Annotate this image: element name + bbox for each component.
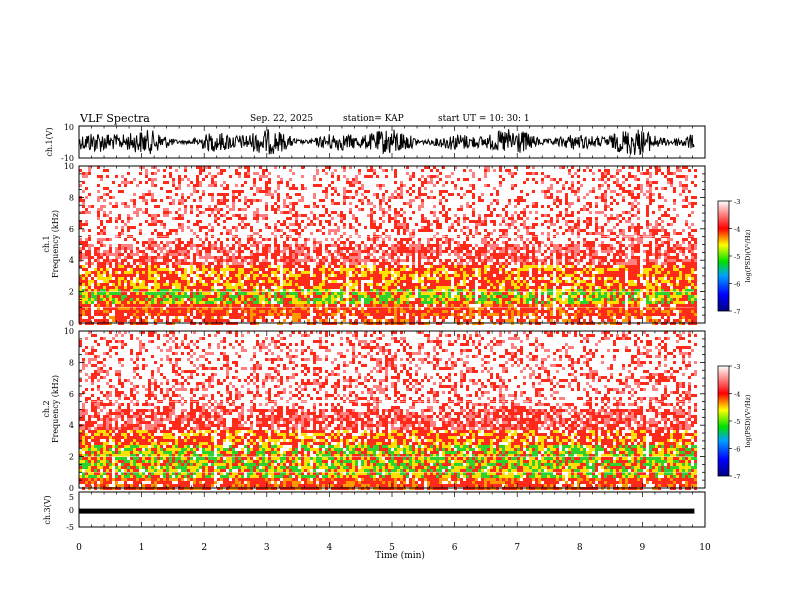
ch1-ylabel: ch.1(V) [45,127,54,156]
colorbar-tick-label: -3 [734,198,740,206]
freq-tick-label: 2 [69,453,74,462]
ch1-spectrogram-image [79,166,697,325]
freq-tick-label: 0 [69,484,74,493]
station-label: station= KAP [343,114,404,124]
start-time-label: start UT = 10: 30: 1 [438,114,530,124]
freq-tick-label: 8 [69,193,74,202]
ch2-spectrogram-panel: 0 2 4 6 8 10 ch.2 Frequency (kHz) [42,327,706,493]
freq-tick-label: 6 [69,390,74,399]
ch1-ytick-top: 10 [64,123,74,132]
freq-tick-label: 0 [69,319,74,328]
x-tick-label: 3 [264,543,270,553]
colorbar-tick-label: -4 [734,391,740,399]
x-tick-label: 7 [514,543,520,553]
ch2-colorbar: -3 -4 -5 -6 -7 log(PSD)(V²/Hz) [717,363,752,481]
ch1-spectro-ylabel-top: ch.1 [42,235,51,252]
ch1-colorbar: -3 -4 -5 -6 -7 log(PSD)(V²/Hz) [717,198,752,316]
ch1-spectro-ylabel: Frequency (kHz) [51,210,60,278]
colorbar-tick-label: -3 [734,363,740,371]
ch1-spectrogram-panel: 0 2 4 6 8 10 ch.1 Frequency (kHz) [42,162,706,328]
ch2-spectrogram-image [79,331,697,490]
freq-tick-label: 10 [64,327,74,336]
x-tick-label: 0 [76,543,82,553]
x-tick-label: 4 [327,543,333,553]
ch3-trace [79,508,695,514]
ch1-colorbar-scale [717,200,730,312]
date-label: Sep. 22, 2025 [250,114,314,124]
colorbar-tick-label: -7 [734,308,740,316]
colorbar-tick-label: -5 [734,418,740,426]
x-tick-label: 1 [139,543,145,553]
ch3-panel: 5 0 -5 ch.3(V) 0 1 2 3 4 5 6 7 8 9 10 Time (min) [43,126,711,561]
freq-tick-label: 8 [69,358,74,367]
x-tick-label: 8 [577,543,583,553]
colorbar-tick-label: -4 [734,226,740,234]
x-tick-label: 10 [699,543,711,553]
ch2-spectro-ylabel-top: ch.2 [42,400,51,417]
figure-title: VLF Spectra [80,112,150,125]
ch3-ytick-bottom: -5 [66,523,74,532]
ch2-spectro-ylabel: Frequency (kHz) [51,375,60,443]
ch2-colorbar-label: log(PSD)(V²/Hz) [744,394,752,447]
freq-tick-label: 4 [69,421,74,430]
x-axis: 0 1 2 3 4 5 6 7 8 9 10 [76,126,711,553]
ch2-colorbar-scale [717,365,730,477]
freq-tick-label: 6 [69,225,74,234]
ch1-ytick-bottom: -10 [61,154,74,163]
colorbar-tick-label: -5 [734,253,740,261]
ch3-ytick-top: 5 [69,493,74,502]
x-tick-label: 2 [201,543,207,553]
ch1-trace [78,129,695,156]
colorbar-tick-label: -6 [734,446,740,454]
x-tick-label: 5 [389,543,395,553]
ch3-ylabel: ch.3(V) [43,495,52,524]
freq-tick-label: 2 [69,288,74,297]
x-axis-label: Time (min) [375,550,425,561]
ch1-panel: 10 -10 ch.1(V) [45,123,706,163]
ch1-colorbar-label: log(PSD)(V²/Hz) [744,229,752,282]
colorbar-tick-label: -6 [734,281,740,289]
freq-tick-label: 10 [64,162,74,171]
colorbar-tick-label: -7 [734,473,740,481]
x-tick-label: 6 [452,543,458,553]
ch3-ytick-mid: 0 [69,506,74,515]
x-tick-label: 9 [640,543,646,553]
freq-tick-label: 4 [69,256,74,265]
